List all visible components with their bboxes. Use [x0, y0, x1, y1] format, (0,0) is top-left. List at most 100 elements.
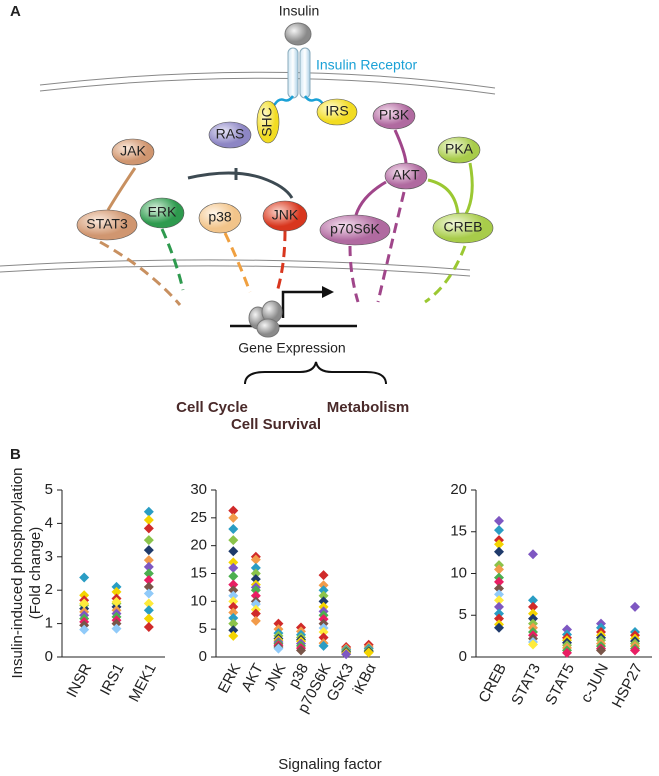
receptor-label: Insulin Receptor [316, 57, 418, 73]
point [363, 647, 374, 658]
point [494, 515, 504, 526]
outcome: Cell Survival [231, 416, 321, 433]
node-label: p38 [208, 209, 232, 225]
point [228, 601, 239, 612]
point [318, 590, 329, 601]
connector [427, 162, 474, 215]
point [318, 632, 329, 643]
receptor [299, 47, 311, 99]
point [494, 608, 504, 619]
point [228, 535, 239, 546]
point [79, 590, 90, 601]
y-tick-label: 1 [45, 615, 53, 632]
point [143, 535, 154, 546]
point [228, 585, 239, 596]
point [79, 624, 90, 635]
point [228, 562, 239, 573]
point [228, 579, 239, 590]
point [228, 505, 239, 516]
point [318, 626, 329, 637]
x-tick-label: HSP27 [609, 661, 646, 711]
node-label: JNK [272, 207, 299, 223]
point [228, 618, 239, 629]
node-label: RAS [216, 126, 245, 142]
y-axis-label: Insulin-induced phosphorylation [9, 468, 26, 679]
connector [106, 167, 137, 211]
x-tick-label: STAT3 [508, 661, 544, 708]
point [228, 557, 239, 568]
membrane [39, 77, 496, 95]
y-tick-label: 0 [45, 648, 53, 665]
point [79, 598, 90, 609]
point [250, 562, 261, 573]
point [143, 598, 154, 609]
x-tick-label: JNK [261, 661, 289, 694]
outcome: Cell Cycle [176, 399, 248, 416]
point [250, 585, 261, 596]
point [528, 595, 538, 606]
point [228, 523, 239, 534]
point [250, 568, 261, 579]
point [494, 525, 504, 536]
point [250, 590, 261, 601]
y-tick-label: 2 [45, 581, 53, 598]
x-tick-label: MEK1 [126, 661, 160, 705]
point [494, 622, 504, 633]
point [494, 601, 504, 612]
point [143, 506, 154, 517]
point [494, 595, 504, 606]
x-axis-label: Signaling factor [278, 756, 381, 773]
point [143, 575, 154, 586]
receptor [287, 47, 299, 99]
panel-label: A [10, 3, 21, 20]
point [494, 546, 504, 557]
node-label: AKT [392, 167, 420, 183]
point [528, 639, 538, 650]
point [228, 630, 239, 641]
x-tick-label: STAT5 [542, 661, 578, 708]
point [528, 549, 538, 560]
x-tick-label: CREB [475, 661, 510, 706]
point [111, 618, 122, 629]
point [143, 621, 154, 632]
node-label: PI3K [379, 107, 410, 123]
point [143, 515, 154, 526]
y-tick-label: 15 [190, 564, 207, 581]
outcome: Metabolism [327, 399, 410, 416]
y-tick-label: 0 [199, 648, 207, 665]
point [250, 599, 261, 610]
promoter-arrow [281, 290, 330, 318]
brace [244, 361, 387, 385]
point [494, 589, 504, 600]
node-label: PKA [445, 141, 474, 157]
point [341, 649, 352, 660]
dashed-links [99, 191, 467, 306]
point [528, 613, 538, 624]
point [318, 580, 329, 591]
point [111, 596, 122, 607]
point [228, 596, 239, 607]
node-label: STAT3 [86, 216, 128, 232]
point [494, 539, 504, 550]
point [562, 647, 572, 658]
point [296, 645, 306, 656]
connector [354, 129, 408, 216]
point [528, 601, 538, 612]
point [228, 546, 239, 557]
point [143, 523, 154, 534]
point [228, 613, 239, 624]
y-tick-label: 5 [45, 481, 53, 498]
point [228, 607, 239, 618]
nodes [76, 98, 494, 246]
point [528, 608, 538, 619]
point [596, 645, 606, 656]
point [494, 613, 504, 624]
point [250, 615, 261, 626]
point [228, 571, 239, 582]
point [630, 601, 640, 612]
point [143, 555, 154, 566]
y-tick-label: 20 [190, 537, 207, 554]
x-tick-label: iKBα [350, 660, 380, 697]
